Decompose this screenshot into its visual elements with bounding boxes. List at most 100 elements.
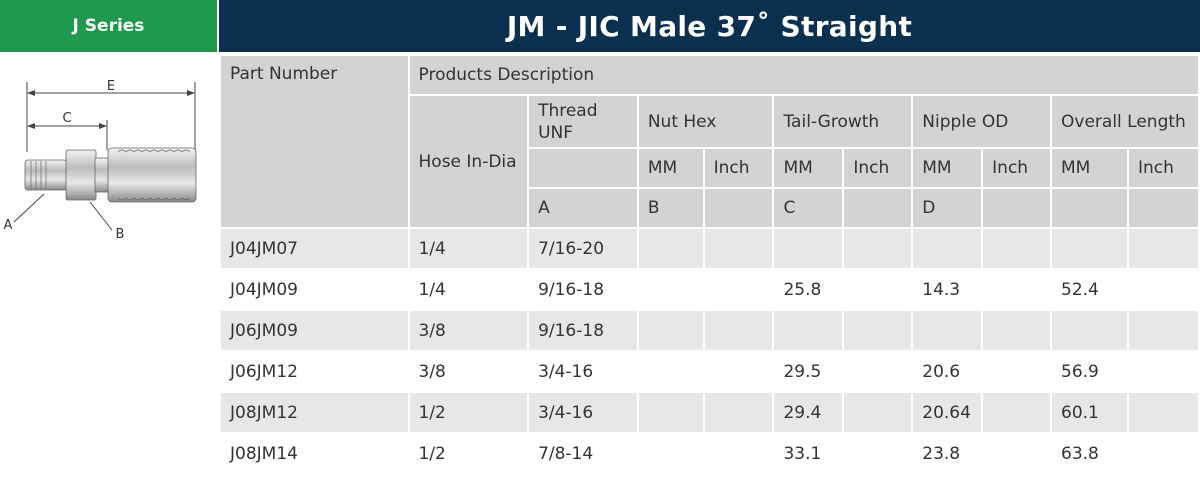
header-blank <box>527 147 639 189</box>
cell-part-number: J04JM09 <box>219 268 410 311</box>
table-row: J08JM14 1/2 7/8-14 33.1 23.8 63.8 <box>219 432 1200 475</box>
cell-part-number: J08JM14 <box>219 432 410 475</box>
cell-overall-mm: 60.1 <box>1050 391 1129 434</box>
cell-hose: 1/2 <box>407 391 530 434</box>
cell-overall-inch <box>1126 268 1200 311</box>
cell-overall-inch <box>1126 309 1200 352</box>
cell-nut-mm <box>636 268 705 311</box>
header-unit-mm: MM <box>911 147 984 189</box>
dimension-e-label: E <box>107 79 115 94</box>
series-tab[interactable]: J Series <box>0 0 217 52</box>
cell-thread: 7/16-20 <box>527 227 639 270</box>
page-title: JM - JIC Male 37˚ Straight <box>219 0 1200 52</box>
header-dim-c: C <box>772 187 845 229</box>
cell-nipple-inch <box>981 309 1053 352</box>
header-unit-inch: Inch <box>702 147 775 189</box>
cell-thread: 3/4-16 <box>527 350 639 393</box>
cell-part-number: J04JM07 <box>219 227 410 270</box>
header-products-description: Products Description <box>407 54 1200 96</box>
cell-tail-mm: 29.4 <box>772 391 845 434</box>
header-unit-inch: Inch <box>981 147 1053 189</box>
cell-nut-inch <box>702 432 775 475</box>
header-unit-mm: MM <box>1050 147 1129 189</box>
cell-part-number: J06JM12 <box>219 350 410 393</box>
cell-overall-mm: 63.8 <box>1050 432 1129 475</box>
cell-thread: 9/16-18 <box>527 309 639 352</box>
cell-nipple-inch <box>981 268 1053 311</box>
header-unit-inch: Inch <box>1126 147 1200 189</box>
cell-nipple-inch <box>981 391 1053 434</box>
cell-nipple-inch <box>981 350 1053 393</box>
cell-nipple-mm: 20.64 <box>911 391 984 434</box>
cell-tail-mm: 29.5 <box>772 350 845 393</box>
cell-nut-inch <box>702 350 775 393</box>
cell-tail-mm <box>772 227 845 270</box>
cell-nut-inch <box>702 268 775 311</box>
cell-nut-mm <box>636 432 705 475</box>
cell-thread: 9/16-18 <box>527 268 639 311</box>
cell-part-number: J08JM12 <box>219 391 410 434</box>
table-row: J06JM12 3/8 3/4-16 29.5 20.6 56.9 <box>219 350 1200 393</box>
table-header-row: MM Inch MM Inch MM Inch MM Inch <box>220 147 1200 189</box>
header-blank <box>1126 187 1200 229</box>
header-dim-b: B <box>636 187 705 229</box>
cell-nut-inch <box>702 391 775 434</box>
header-tail-growth: Tail-Growth <box>772 94 914 149</box>
dimension-b-label: B <box>116 227 125 242</box>
cell-overall-mm <box>1050 309 1129 352</box>
cell-hose: 1/4 <box>407 268 530 311</box>
cell-hose: 1/4 <box>407 227 530 270</box>
cell-tail-mm: 33.1 <box>772 432 845 475</box>
table-row: J06JM09 3/8 9/16-18 <box>219 309 1200 352</box>
fitting-diagram: E C A B <box>4 79 197 242</box>
cell-nipple-mm <box>911 227 984 270</box>
table-header-row: Part Number Products Description <box>219 54 1200 229</box>
cell-tail-mm <box>772 309 845 352</box>
cell-overall-mm <box>1050 227 1129 270</box>
cell-tail-inch <box>842 432 914 475</box>
cell-part-number: J06JM09 <box>219 309 410 352</box>
cell-thread: 7/8-14 <box>527 432 639 475</box>
header-blank <box>842 187 914 229</box>
cell-nipple-mm: 23.8 <box>911 432 984 475</box>
header-part-number: Part Number <box>219 54 410 229</box>
cell-nut-mm <box>636 391 705 434</box>
cell-hose: 1/2 <box>407 432 530 475</box>
header-unit-inch: Inch <box>842 147 914 189</box>
cell-overall-inch <box>1126 391 1200 434</box>
cell-nut-mm <box>636 227 705 270</box>
cell-nipple-mm: 14.3 <box>911 268 984 311</box>
table-header-row: Hose In-Dia Thread UNF Nut Hex Tail-Grow… <box>220 94 1200 229</box>
table-header-row: A B C D <box>220 187 1200 229</box>
cell-tail-inch <box>842 227 914 270</box>
spec-table: Part Number Products Description Hose In… <box>219 54 1200 475</box>
cell-nipple-inch <box>981 227 1053 270</box>
cell-nut-inch <box>702 227 775 270</box>
cell-nut-inch <box>702 309 775 352</box>
header-dim-d: D <box>911 187 984 229</box>
cell-nut-mm <box>636 350 705 393</box>
header-nut-hex: Nut Hex <box>636 94 775 149</box>
cell-hose: 3/8 <box>407 350 530 393</box>
header-blank <box>1050 187 1129 229</box>
table-row: J04JM09 1/4 9/16-18 25.8 14.3 52.4 <box>219 268 1200 311</box>
cell-overall-mm: 52.4 <box>1050 268 1129 311</box>
cell-overall-inch <box>1126 227 1200 270</box>
table-row: J08JM12 1/2 3/4-16 29.4 20.64 60.1 <box>219 391 1200 434</box>
header-blank <box>702 187 775 229</box>
header-unit-mm: MM <box>636 147 705 189</box>
cell-nipple-mm <box>911 309 984 352</box>
cell-tail-inch <box>842 268 914 311</box>
header-dim-a: A <box>527 187 639 229</box>
cell-tail-inch <box>842 350 914 393</box>
cell-tail-mm: 25.8 <box>772 268 845 311</box>
cell-overall-mm: 56.9 <box>1050 350 1129 393</box>
dimension-c-label: C <box>62 111 71 126</box>
cell-tail-inch <box>842 391 914 434</box>
cell-nut-mm <box>636 309 705 352</box>
cell-hose: 3/8 <box>407 309 530 352</box>
dimension-a-label: A <box>4 218 13 233</box>
header-unit-mm: MM <box>772 147 845 189</box>
header-blank <box>981 187 1053 229</box>
table-row: J04JM07 1/4 7/16-20 <box>219 227 1200 270</box>
